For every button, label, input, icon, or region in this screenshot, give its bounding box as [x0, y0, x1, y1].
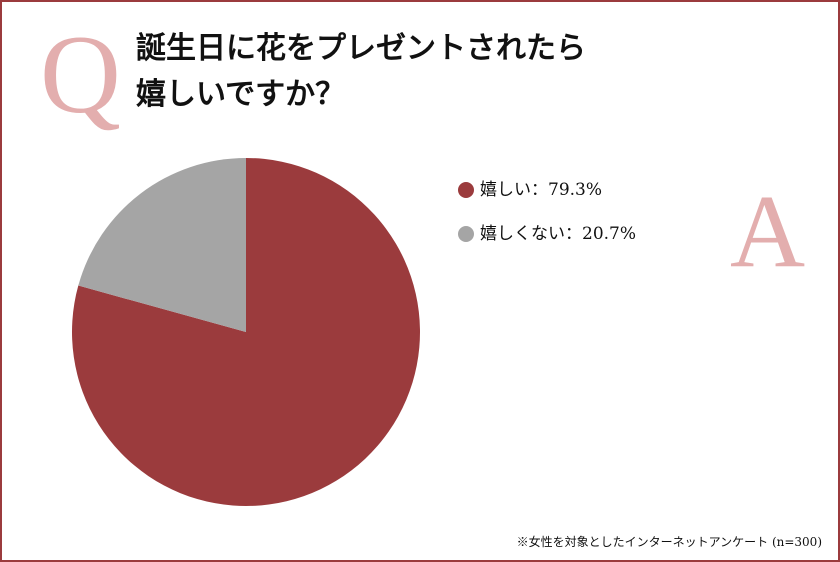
- legend-swatch: [458, 182, 474, 198]
- legend-separator: ：: [565, 224, 582, 244]
- legend-label: 嬉しくない: [480, 224, 565, 244]
- legend-label: 嬉しい: [480, 180, 531, 200]
- legend-value: 20.7%: [582, 224, 636, 244]
- footnote: ※女性を対象としたインターネットアンケート (n=300): [517, 534, 822, 549]
- legend-value: 79.3%: [548, 180, 602, 200]
- legend-entry: 嬉しくない：20.7%: [480, 224, 636, 244]
- chart-title: 誕生日に花をプレゼントされたら: [136, 31, 586, 66]
- answer-mark: A: [730, 174, 805, 289]
- legend-swatch: [458, 226, 474, 242]
- pie-slice: [78, 158, 247, 332]
- legend-separator: ：: [531, 180, 548, 200]
- chart-title: 嬉しいですか？: [136, 77, 345, 112]
- question-mark: Q: [40, 13, 121, 137]
- legend-entry: 嬉しい：79.3%: [480, 180, 602, 200]
- pie-slice: [71, 158, 420, 506]
